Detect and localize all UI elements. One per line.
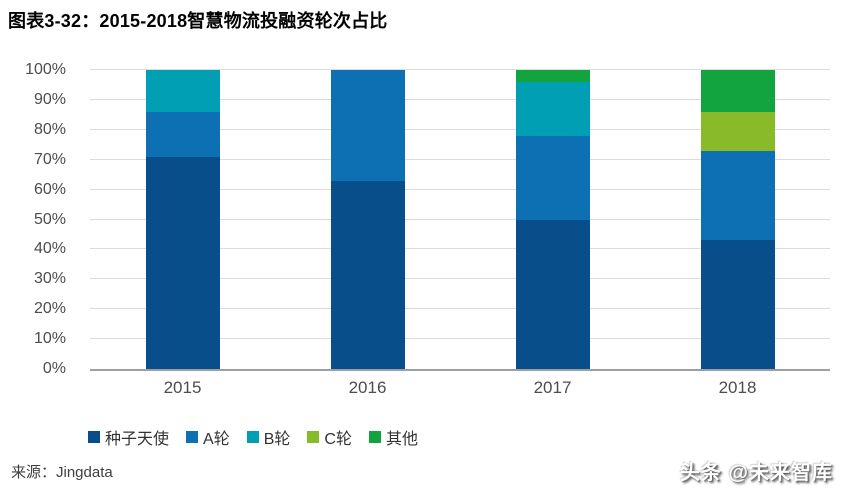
bar-segment-2017-种子天使 [515,219,590,369]
y-tick-label-30: 30% [33,270,66,288]
bar-segment-2017-A轮 [515,135,590,220]
bar-2017 [460,70,645,369]
gridline-70 [90,158,830,160]
bar-segment-2016-种子天使 [330,180,405,369]
legend-label-A轮: A轮 [203,431,230,448]
bar-stack-2017 [515,70,590,369]
gridline-100 [90,69,830,70]
bar-2018 [645,70,830,369]
y-tick-label-90: 90% [33,90,66,108]
bar-segment-2017-B轮 [515,81,590,136]
legend-swatch-B轮 [246,431,259,443]
legend-swatch-种子天使 [88,431,100,443]
gridline-60 [90,188,830,190]
legend-item-C轮: C轮 [307,425,352,449]
y-tick-label-0: 0% [42,360,66,377]
bar-segment-2017-其他 [515,70,590,82]
chart-legend: 种子天使 A轮 B轮 C轮 其他 [88,425,418,449]
bar-segment-2015-种子天使 [145,156,220,369]
legend-item-B轮: B轮 [246,425,291,449]
bar-segment-2015-B轮 [145,70,220,112]
gridline-20 [90,308,830,310]
legend-label-种子天使: 种子天使 [105,431,170,448]
gridline-30 [90,278,830,280]
bar-segment-2016-A轮 [330,70,405,181]
legend-swatch-其他 [368,431,381,443]
watermark: 头条 @未来智库 [679,462,833,484]
bar-stack-2018 [700,70,775,369]
plot-area [90,69,830,371]
legend-label-B轮: B轮 [263,431,291,448]
source-text: 来源：Jingdata [11,464,113,481]
bar-segment-2018-其他 [700,70,775,112]
chart-title: 图表3-32：2015-2018智慧物流投融资轮次占比 [8,11,388,31]
gridline-40 [90,248,830,250]
x-axis-labels: 2015 2016 2017 2018 [90,378,830,398]
bar-2016 [275,70,460,369]
legend-item-A轮: A轮 [186,425,230,449]
legend-label-其他: 其他 [385,431,418,448]
legend-item-种子天使: 种子天使 [88,425,169,449]
x-tick-label-2018: 2018 [718,378,757,397]
y-axis-labels: 0% 10% 20% 30% 40% 50% 60% 70% 80% 90% 100% [0,61,66,377]
bar-segment-2018-C轮 [700,111,775,151]
bar-stack-2016 [330,70,405,369]
bar-segment-2018-种子天使 [700,240,775,369]
y-tick-label-60: 60% [33,180,66,198]
bar-segment-2018-A轮 [700,150,775,241]
bar-2015 [90,70,275,369]
gridline-80 [90,128,830,130]
y-tick-label-70: 70% [33,150,66,168]
gridline-90 [90,98,830,100]
y-tick-label-80: 80% [33,120,66,138]
legend-swatch-C轮 [307,431,320,443]
x-tick-label-2016: 2016 [348,378,387,397]
x-tick-label-2017: 2017 [533,378,572,397]
y-tick-label-20: 20% [33,300,66,318]
y-tick-label-10: 10% [33,330,66,348]
x-tick-label-2015: 2015 [163,378,202,397]
legend-swatch-A轮 [186,431,199,443]
bar-segment-2015-A轮 [145,111,220,157]
gridline-50 [90,218,830,220]
legend-label-C轮: C轮 [324,431,352,448]
legend-item-其他: 其他 [368,425,418,449]
y-tick-label-100: 100% [25,61,66,78]
bar-stack-2015 [145,70,220,369]
y-tick-label-50: 50% [33,210,66,228]
y-tick-label-40: 40% [33,240,66,258]
gridline-10 [90,338,830,340]
